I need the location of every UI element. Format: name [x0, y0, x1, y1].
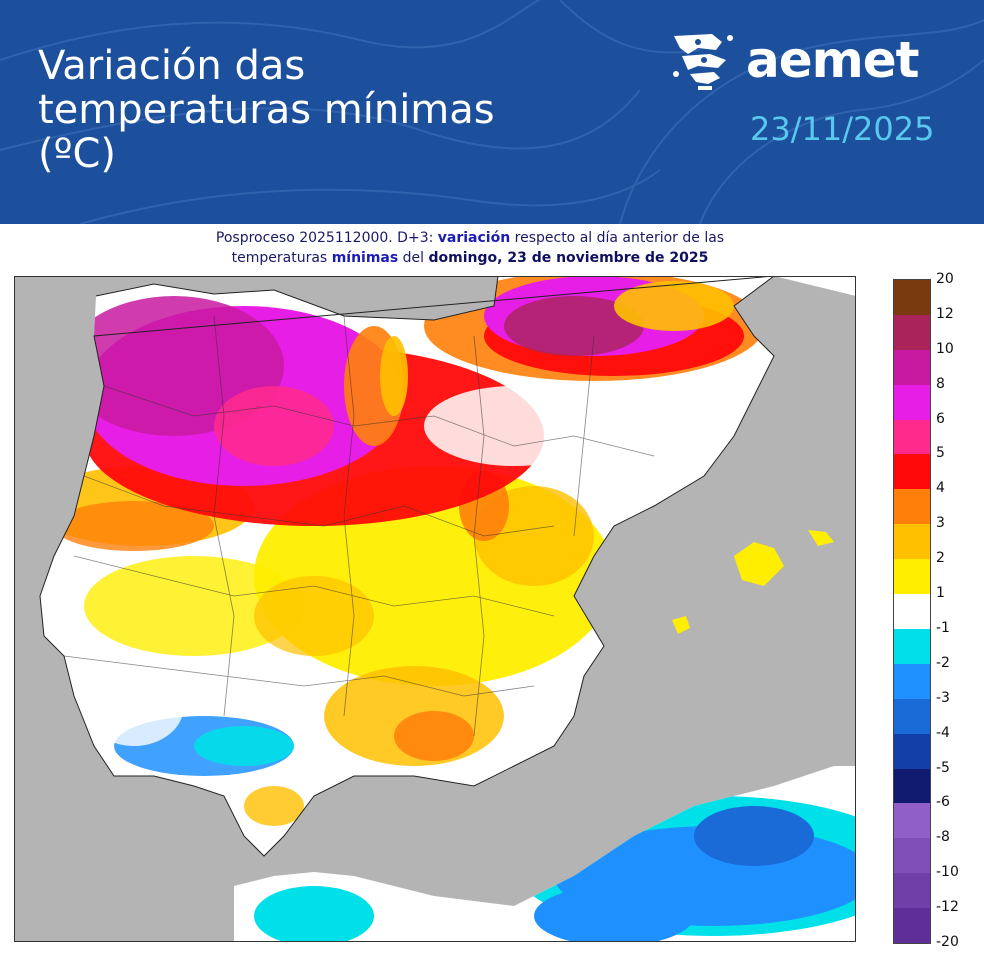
title-line-3: (ºC): [38, 131, 116, 177]
legend-label: 4: [936, 480, 945, 497]
legend-label: 8: [936, 375, 945, 392]
legend-label: -1: [936, 619, 950, 636]
legend-swatch: [894, 280, 930, 316]
legend-swatch: [894, 873, 930, 909]
legend-swatch: [894, 314, 930, 351]
subtitle-text: del: [398, 250, 429, 266]
legend-swatch: [894, 454, 930, 490]
legend-label: 10: [936, 340, 954, 357]
iberian-peninsula: [40, 276, 856, 856]
coastline: [39, 276, 775, 857]
subtitle-text: respecto al día anterior de las: [510, 230, 725, 246]
legend-label: -8: [936, 829, 950, 846]
legend-swatch: [894, 419, 930, 455]
legend-label: 5: [936, 445, 945, 462]
legend-label: 20: [936, 271, 954, 287]
logo-text: aemet: [746, 31, 920, 89]
legend-label: -10: [936, 864, 959, 881]
legend-label: 3: [936, 515, 945, 532]
subtitle-text: Posproceso 2025112000. D+3:: [215, 230, 438, 246]
legend-swatch: [894, 489, 930, 525]
legend-label: -3: [936, 689, 950, 706]
legend-label: -12: [936, 899, 959, 916]
forecast-date: 23/11/2025: [750, 110, 935, 148]
province-borders: [63, 315, 655, 737]
color-legend: [893, 279, 931, 944]
subtitle-date: domingo, 23 de noviembre de 2025: [428, 250, 709, 266]
legend-swatch: [894, 628, 930, 665]
legend-label: -6: [936, 794, 950, 811]
aemet-logo: aemet: [668, 30, 948, 94]
legend-swatch: [894, 733, 930, 770]
legend-label: -5: [936, 759, 950, 776]
legend-swatch: [894, 524, 930, 560]
legend-swatch: [894, 663, 930, 700]
legend-swatch: [894, 559, 930, 595]
legend-swatch: [894, 594, 930, 630]
subtitle-highlight: mínimas: [331, 250, 399, 266]
temperature-variation-map: [14, 276, 856, 942]
map-subtitle: Posproceso 2025112000. D+3: variación re…: [120, 228, 820, 268]
page-title: Variación das temperaturas mínimas (ºC): [38, 44, 598, 176]
legend-swatch: [894, 838, 930, 874]
legend-label: -2: [936, 654, 950, 671]
header-banner: Variación das temperaturas mínimas (ºC) …: [0, 0, 984, 224]
legend-label: 1: [936, 585, 945, 602]
balearic-islands: [672, 530, 834, 634]
subtitle-line-2: temperaturas mínimas del domingo, 23 de …: [120, 248, 820, 268]
legend-swatch: [894, 908, 930, 944]
legend-swatch: [894, 349, 930, 386]
aemet-emblem-icon: [673, 34, 733, 90]
legend-swatch: [894, 768, 930, 804]
subtitle-highlight: variación: [437, 230, 511, 246]
legend-label: 12: [936, 305, 954, 322]
legend-swatch: [894, 803, 930, 839]
subtitle-text: temperaturas: [231, 250, 332, 266]
decorative-swirls: [0, 0, 984, 224]
title-line-2: temperaturas mínimas: [38, 87, 495, 133]
legend-label: 6: [936, 410, 945, 427]
title-line-1: Variación das: [38, 43, 306, 89]
legend-label: 2: [936, 550, 945, 567]
legend-swatch: [894, 698, 930, 735]
legend-swatch: [894, 384, 930, 421]
legend-label: -4: [936, 724, 950, 741]
subtitle-line-1: Posproceso 2025112000. D+3: variación re…: [120, 228, 820, 248]
legend-label: -20: [936, 934, 959, 950]
map-frame: [14, 276, 856, 942]
